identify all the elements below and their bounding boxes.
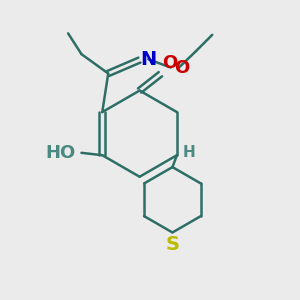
Text: O: O <box>162 54 177 72</box>
Text: HO: HO <box>45 144 76 162</box>
Text: N: N <box>140 50 157 69</box>
Text: O: O <box>174 59 190 77</box>
Text: H: H <box>183 145 196 160</box>
Text: S: S <box>166 235 179 254</box>
